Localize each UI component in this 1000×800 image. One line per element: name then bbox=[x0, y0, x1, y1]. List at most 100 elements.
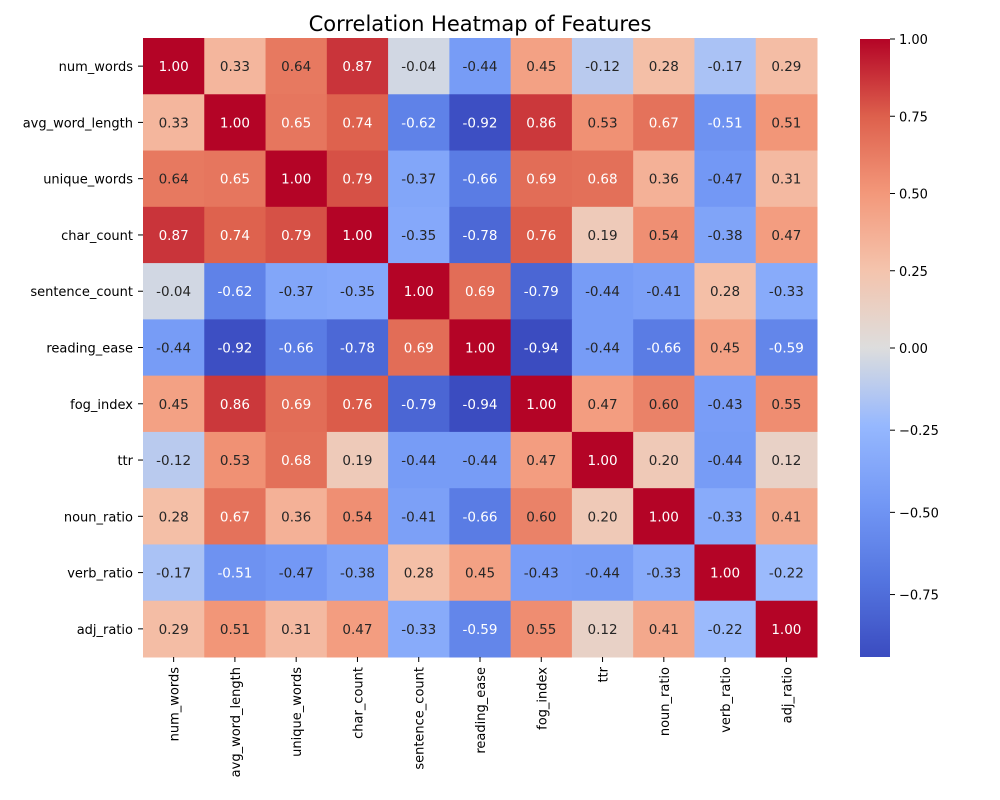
cell-value-label: -0.94 bbox=[524, 341, 559, 357]
cell-value-label: -0.59 bbox=[769, 341, 804, 357]
heatmap-cell bbox=[326, 206, 389, 264]
cell-value-label: 1.00 bbox=[159, 59, 189, 75]
heatmap-cell bbox=[204, 600, 267, 658]
cell-value-label: 1.00 bbox=[281, 172, 311, 188]
heatmap-cell bbox=[694, 488, 757, 545]
cell-value-label: 0.12 bbox=[771, 453, 801, 469]
x-tick-label: noun_ratio bbox=[658, 667, 673, 736]
y-tick-label: unique_words bbox=[43, 173, 133, 188]
heatmap-cell bbox=[143, 38, 205, 95]
cell-value-label: -0.44 bbox=[401, 453, 436, 469]
cell-value-label: 0.31 bbox=[281, 622, 311, 638]
cell-value-label: 1.00 bbox=[526, 397, 556, 413]
cell-value-label: -0.66 bbox=[646, 341, 681, 357]
cell-value-label: 1.00 bbox=[220, 115, 250, 131]
heatmap-cell bbox=[694, 38, 757, 95]
heatmap-cell bbox=[204, 150, 267, 208]
heatmap-cell bbox=[326, 431, 389, 489]
cell-value-label: -0.17 bbox=[156, 566, 191, 582]
cell-value-label: 0.12 bbox=[588, 622, 618, 638]
y-tick-label: char_count bbox=[61, 229, 133, 244]
cell-value-label: -0.62 bbox=[217, 284, 252, 300]
cell-value-label: -0.41 bbox=[646, 284, 681, 300]
heatmap-cell bbox=[755, 263, 818, 320]
cell-value-label: 0.47 bbox=[588, 397, 618, 413]
heatmap-cell bbox=[204, 94, 267, 152]
heatmap-cell bbox=[388, 38, 450, 95]
heatmap-cell bbox=[143, 150, 205, 208]
heatmap-cell bbox=[388, 94, 450, 152]
y-tick-label: noun_ratio bbox=[64, 510, 133, 525]
cell-value-label: -0.04 bbox=[401, 59, 436, 75]
cell-value-label: 0.60 bbox=[526, 509, 556, 525]
cell-value-label: 0.45 bbox=[465, 566, 495, 582]
cell-value-label: 0.64 bbox=[159, 172, 189, 188]
heatmap-cell bbox=[143, 600, 205, 658]
heatmap-cell bbox=[326, 375, 389, 433]
cell-value-label: -0.94 bbox=[463, 397, 498, 413]
cell-value-label: -0.44 bbox=[463, 59, 498, 75]
cell-value-label: -0.33 bbox=[769, 284, 804, 300]
heatmap-cell bbox=[755, 600, 818, 658]
y-tick-label: sentence_count bbox=[30, 285, 133, 300]
heatmap-cell bbox=[755, 94, 818, 152]
heatmap-cell bbox=[755, 431, 818, 489]
heatmap-cell bbox=[633, 206, 695, 264]
cell-value-label: 0.33 bbox=[159, 115, 189, 131]
cell-value-label: 0.87 bbox=[342, 59, 372, 75]
x-tick-label: verb_ratio bbox=[719, 667, 734, 733]
heatmap-cell bbox=[755, 206, 818, 264]
colorbar-tick-label: −0.50 bbox=[899, 506, 939, 521]
heatmap-cell bbox=[204, 544, 267, 602]
heatmap-cell bbox=[510, 544, 573, 602]
cell-value-label: 0.51 bbox=[220, 622, 250, 638]
heatmap-cell bbox=[265, 94, 328, 152]
y-tick-label: verb_ratio bbox=[67, 567, 133, 582]
heatmap-cell bbox=[510, 375, 573, 433]
y-tick-label: adj_ratio bbox=[77, 623, 133, 638]
heatmap-cell bbox=[265, 431, 328, 489]
cell-value-label: 0.86 bbox=[526, 115, 556, 131]
heatmap-cell bbox=[204, 319, 267, 377]
cell-value-label: 0.28 bbox=[710, 284, 740, 300]
cell-value-label: -0.47 bbox=[708, 172, 743, 188]
cell-value-label: 0.31 bbox=[771, 172, 801, 188]
cell-value-label: -0.17 bbox=[708, 59, 743, 75]
y-tick-label: num_words bbox=[59, 60, 134, 75]
chart-title: Correlation Heatmap of Features bbox=[309, 12, 652, 36]
heatmap-cell bbox=[449, 94, 512, 152]
heatmap-cell bbox=[633, 263, 695, 320]
cell-value-label: -0.66 bbox=[463, 172, 498, 188]
heatmap-cell bbox=[265, 319, 328, 377]
heatmap-cell bbox=[510, 150, 573, 208]
cell-value-label: -0.37 bbox=[401, 172, 436, 188]
cell-value-label: 1.00 bbox=[588, 453, 618, 469]
heatmap-cell bbox=[265, 150, 328, 208]
cell-value-label: 1.00 bbox=[771, 622, 801, 638]
heatmap-cell bbox=[204, 488, 267, 545]
heatmap-cell bbox=[510, 431, 573, 489]
heatmap-cell bbox=[510, 94, 573, 152]
cell-value-label: -0.44 bbox=[585, 284, 620, 300]
heatmap-cell bbox=[388, 375, 450, 433]
heatmap-cell bbox=[694, 544, 757, 602]
heatmap-cell bbox=[326, 150, 389, 208]
heatmap-cell bbox=[633, 38, 695, 95]
heatmap-cell bbox=[204, 263, 267, 320]
heatmap-cell bbox=[388, 206, 450, 264]
cell-value-label: -0.38 bbox=[340, 566, 375, 582]
cell-value-label: -0.78 bbox=[463, 228, 498, 244]
cell-value-label: -0.44 bbox=[156, 341, 191, 357]
heatmap-cell bbox=[143, 488, 205, 545]
cell-value-label: -0.79 bbox=[401, 397, 436, 413]
cell-value-label: 0.68 bbox=[281, 453, 311, 469]
x-tick-labels: num_words avg_word_length unique_words char… bbox=[168, 657, 795, 777]
heatmap-cell bbox=[633, 150, 695, 208]
cell-value-label: -0.37 bbox=[279, 284, 314, 300]
cell-value-label: 1.00 bbox=[404, 284, 434, 300]
cell-value-label: -0.33 bbox=[708, 509, 743, 525]
y-tick-label: fog_index bbox=[70, 398, 133, 413]
heatmap-cell bbox=[143, 206, 205, 264]
cell-value-label: 0.28 bbox=[404, 566, 434, 582]
